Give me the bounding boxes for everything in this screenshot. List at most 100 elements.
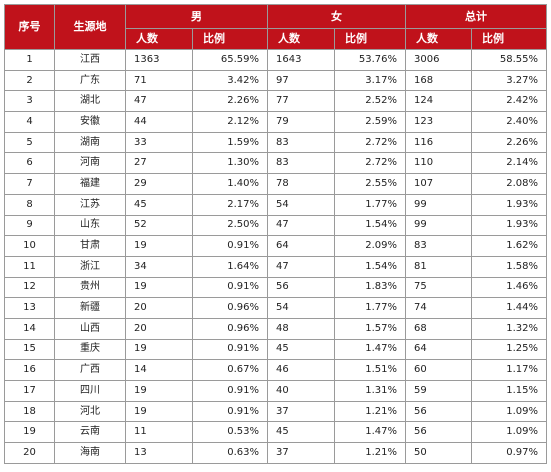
total-ratio-cell: 1.62%	[471, 235, 547, 257]
table-row: 19 云南 11 0.53% 45 1.47% 56 1.09%	[4, 421, 547, 444]
male-count-cell: 19	[125, 235, 193, 257]
female-ratio-cell: 1.21%	[334, 400, 406, 423]
total-ratio-cell: 2.26%	[471, 131, 547, 154]
male-count-cell: 1363	[125, 49, 193, 71]
male-count-cell: 19	[125, 400, 193, 423]
header-total: 总计	[405, 4, 547, 29]
origin-cell: 新疆	[54, 297, 126, 319]
male-ratio-cell: 0.91%	[192, 276, 268, 299]
total-ratio-cell: 58.55%	[471, 49, 547, 71]
female-count-cell: 48	[267, 317, 335, 340]
origin-cell: 海南	[54, 442, 126, 464]
female-ratio-cell: 2.72%	[334, 152, 406, 175]
female-count-cell: 79	[267, 111, 335, 133]
female-ratio-cell: 2.52%	[334, 90, 406, 113]
seq-cell: 17	[4, 380, 55, 402]
table-row: 3 湖北 47 2.26% 77 2.52% 124 2.42%	[4, 90, 547, 113]
female-count-cell: 46	[267, 359, 335, 381]
male-count-cell: 44	[125, 111, 193, 133]
total-count-cell: 107	[405, 173, 472, 195]
table-row: 12 贵州 19 0.91% 56 1.83% 75 1.46%	[4, 276, 547, 299]
female-ratio-cell: 2.55%	[334, 173, 406, 195]
male-ratio-cell: 1.59%	[192, 131, 268, 154]
male-ratio-cell: 1.64%	[192, 255, 268, 278]
total-ratio-cell: 1.93%	[471, 214, 547, 237]
total-ratio-cell: 2.08%	[471, 173, 547, 195]
table-row: 10 甘肃 19 0.91% 64 2.09% 83 1.62%	[4, 235, 547, 257]
female-ratio-cell: 3.17%	[334, 69, 406, 92]
origin-cell: 湖北	[54, 90, 126, 113]
origin-stats-table: 序号 生源地 男 女 总计 人数 比例 人数 比例 人数 比例 1 江西 1363 6…	[4, 4, 547, 464]
female-ratio-cell: 1.47%	[334, 421, 406, 444]
table-row: 13 新疆 20 0.96% 54 1.77% 74 1.44%	[4, 297, 547, 319]
table-row: 18 河北 19 0.91% 37 1.21% 56 1.09%	[4, 400, 547, 423]
total-count-cell: 123	[405, 111, 472, 133]
total-count-cell: 56	[405, 400, 472, 423]
table-row: 15 重庆 19 0.91% 45 1.47% 64 1.25%	[4, 338, 547, 361]
seq-cell: 3	[4, 90, 55, 113]
total-count-cell: 59	[405, 380, 472, 402]
female-count-cell: 83	[267, 152, 335, 175]
seq-cell: 4	[4, 111, 55, 133]
total-ratio-cell: 1.93%	[471, 193, 547, 216]
female-ratio-cell: 1.31%	[334, 380, 406, 402]
table-row: 5 湖南 33 1.59% 83 2.72% 116 2.26%	[4, 131, 547, 154]
total-ratio-cell: 1.09%	[471, 421, 547, 444]
male-ratio-cell: 2.12%	[192, 111, 268, 133]
male-count-cell: 14	[125, 359, 193, 381]
seq-cell: 1	[4, 49, 55, 71]
total-count-cell: 68	[405, 317, 472, 340]
female-ratio-cell: 1.54%	[334, 214, 406, 237]
female-count-cell: 77	[267, 90, 335, 113]
origin-cell: 河南	[54, 152, 126, 175]
total-count-cell: 99	[405, 193, 472, 216]
origin-cell: 山西	[54, 317, 126, 340]
female-ratio-cell: 1.77%	[334, 193, 406, 216]
female-count-cell: 64	[267, 235, 335, 257]
female-count-cell: 54	[267, 193, 335, 216]
total-count-cell: 74	[405, 297, 472, 319]
total-ratio-cell: 2.14%	[471, 152, 547, 175]
table-row: 1 江西 1363 65.59% 1643 53.76% 3006 58.55%	[4, 49, 547, 71]
origin-cell: 贵州	[54, 276, 126, 299]
total-count-cell: 99	[405, 214, 472, 237]
male-count-cell: 71	[125, 69, 193, 92]
table-row: 11 浙江 34 1.64% 47 1.54% 81 1.58%	[4, 255, 547, 278]
total-ratio-cell: 2.42%	[471, 90, 547, 113]
seq-cell: 15	[4, 338, 55, 361]
header-female-ratio: 比例	[334, 28, 406, 50]
male-count-cell: 47	[125, 90, 193, 113]
seq-cell: 14	[4, 317, 55, 340]
origin-cell: 江苏	[54, 193, 126, 216]
male-count-cell: 52	[125, 214, 193, 237]
female-count-cell: 56	[267, 276, 335, 299]
origin-cell: 河北	[54, 400, 126, 423]
female-count-cell: 78	[267, 173, 335, 195]
origin-cell: 浙江	[54, 255, 126, 278]
header-male: 男	[125, 4, 268, 29]
male-ratio-cell: 2.17%	[192, 193, 268, 216]
total-ratio-cell: 2.40%	[471, 111, 547, 133]
female-count-cell: 1643	[267, 49, 335, 71]
total-count-cell: 50	[405, 442, 472, 464]
seq-cell: 9	[4, 214, 55, 237]
male-count-cell: 45	[125, 193, 193, 216]
table-row: 2 广东 71 3.42% 97 3.17% 168 3.27%	[4, 69, 547, 92]
seq-cell: 2	[4, 69, 55, 92]
female-count-cell: 83	[267, 131, 335, 154]
origin-cell: 山东	[54, 214, 126, 237]
male-count-cell: 20	[125, 317, 193, 340]
total-count-cell: 3006	[405, 49, 472, 71]
male-ratio-cell: 1.30%	[192, 152, 268, 175]
seq-cell: 12	[4, 276, 55, 299]
table-row: 8 江苏 45 2.17% 54 1.77% 99 1.93%	[4, 193, 547, 216]
male-ratio-cell: 0.91%	[192, 338, 268, 361]
origin-cell: 江西	[54, 49, 126, 71]
male-ratio-cell: 0.96%	[192, 317, 268, 340]
female-count-cell: 45	[267, 338, 335, 361]
seq-cell: 5	[4, 131, 55, 154]
total-ratio-cell: 1.09%	[471, 400, 547, 423]
female-ratio-cell: 1.47%	[334, 338, 406, 361]
header-row-sub: 人数 比例 人数 比例 人数 比例	[5, 28, 547, 50]
table-body: 1 江西 1363 65.59% 1643 53.76% 3006 58.55% 2 广东 71 3.…	[4, 49, 547, 464]
